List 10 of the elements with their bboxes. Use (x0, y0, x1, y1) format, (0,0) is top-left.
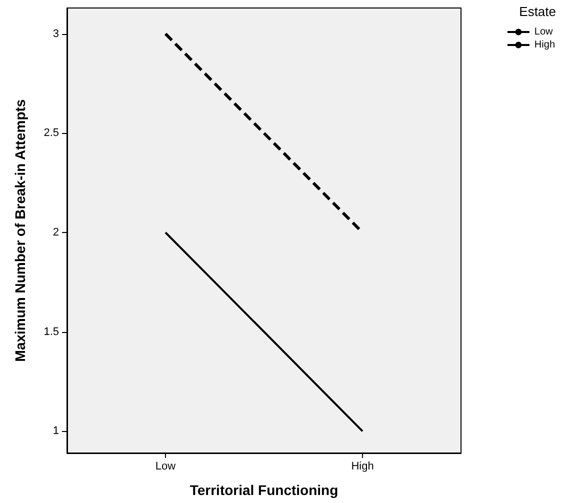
x-axis-title: Territorial Functioning (190, 482, 338, 498)
y-tick-label: 1.5 (44, 326, 59, 338)
y-tick-label: 1 (52, 425, 59, 438)
y-tick-label: 2 (52, 226, 59, 238)
legend-label: Low (534, 26, 554, 38)
y-axis-title: Maximum Number of Break-in Attempts (12, 99, 28, 362)
y-tick-label: 2.5 (44, 127, 59, 140)
legend-title: Estate (519, 4, 556, 19)
legend-label: High (534, 40, 556, 50)
y-tick-label: 3 (52, 28, 59, 40)
